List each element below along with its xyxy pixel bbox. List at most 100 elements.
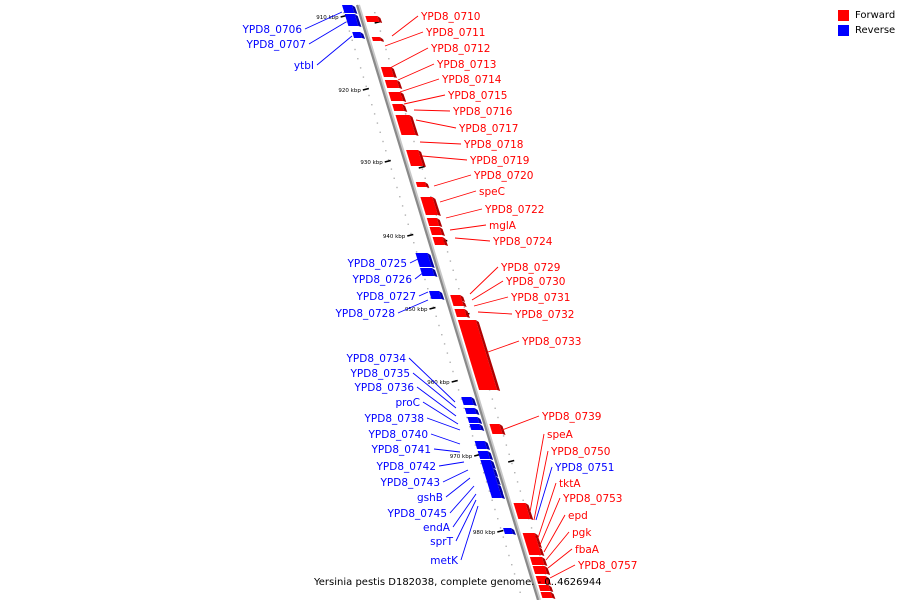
minor-tick xyxy=(474,444,477,446)
forward-gene-label-leader xyxy=(419,141,462,145)
reverse-gene-label: YPD8_0725 xyxy=(347,258,407,270)
minor-tick xyxy=(516,582,519,584)
forward-gene-label-leader xyxy=(533,450,549,521)
minor-tick xyxy=(505,545,507,547)
reverse-gene-label: YPD8_0727 xyxy=(356,291,416,303)
forward-gene-block-shade xyxy=(442,237,449,246)
minor-tick xyxy=(387,159,390,161)
scale-tick xyxy=(508,459,515,463)
minor-tick xyxy=(374,12,376,14)
reverse-gene-block xyxy=(415,253,432,267)
reverse-gene-label: YPD8_0707 xyxy=(246,39,306,51)
forward-gene-label: YPD8_0718 xyxy=(463,139,523,151)
forward-gene-label: YPD8_0724 xyxy=(492,236,553,248)
forward-gene-label: YPD8_0716 xyxy=(452,106,513,118)
minor-tick xyxy=(508,453,510,455)
forward-gene-block-shade xyxy=(545,576,552,585)
minor-tick xyxy=(385,48,387,51)
forward-gene-block-shade xyxy=(436,218,443,227)
forward-gene-label-leader xyxy=(547,548,573,569)
forward-gene-block-shade xyxy=(439,227,445,236)
reverse-gene-label: YPD8_0743 xyxy=(380,477,440,489)
scale-label: 950 kbp xyxy=(405,307,428,313)
minor-tick xyxy=(435,214,438,216)
minor-tick xyxy=(511,462,513,465)
minor-tick xyxy=(463,306,466,308)
minor-tick xyxy=(457,389,460,391)
minor-tick xyxy=(351,39,353,41)
reverse-gene-label-leader xyxy=(449,485,475,514)
minor-tick xyxy=(446,352,449,354)
forward-gene-block xyxy=(522,533,539,547)
reverse-gene-block xyxy=(485,476,498,484)
reverse-gene-label: YPD8_0741 xyxy=(371,444,431,456)
forward-gene-label: YPD8_0710 xyxy=(420,11,480,23)
minor-tick xyxy=(362,76,365,78)
minor-tick xyxy=(396,186,398,189)
minor-tick xyxy=(421,168,424,170)
reverse-gene-block xyxy=(487,484,501,492)
forward-gene-label: YPD8_0719 xyxy=(469,155,529,167)
scale-label: 960 kbp xyxy=(427,380,450,386)
minor-tick xyxy=(508,554,510,557)
minor-tick xyxy=(388,58,390,60)
forward-gene-block xyxy=(371,37,381,41)
minor-tick xyxy=(348,30,351,32)
reverse-gene-block xyxy=(461,397,474,405)
forward-gene-label-leader xyxy=(439,190,477,203)
minor-tick xyxy=(401,205,404,207)
reverse-gene-block xyxy=(420,268,435,276)
reverse-gene-label-leader xyxy=(455,499,477,542)
reverse-gene-label-leader xyxy=(408,357,456,403)
forward-gene-block-shade xyxy=(377,16,383,23)
minor-tick xyxy=(497,416,499,419)
minor-tick xyxy=(385,150,387,152)
minor-tick xyxy=(522,499,524,501)
minor-tick xyxy=(499,527,502,529)
minor-tick xyxy=(491,398,494,400)
forward-gene-label: YPD8_0757 xyxy=(577,560,637,572)
forward-gene-block xyxy=(452,301,464,306)
forward-gene-block-shade xyxy=(424,182,430,188)
forward-gene-block xyxy=(415,182,427,187)
forward-gene-label-leader xyxy=(384,31,424,47)
forward-gene-label-leader xyxy=(391,15,419,37)
forward-gene-block-shade xyxy=(464,309,470,318)
minor-tick xyxy=(513,573,516,575)
forward-gene-block xyxy=(395,115,416,135)
forward-swatch xyxy=(838,10,849,21)
legend-forward-label: Forward xyxy=(855,10,896,21)
minor-tick xyxy=(354,48,356,51)
minor-tick xyxy=(343,12,345,14)
forward-gene-block-shade xyxy=(460,295,466,302)
forward-gene-block xyxy=(513,503,531,519)
reverse-gene-label-leader xyxy=(397,299,429,314)
reverse-gene-label-leader xyxy=(426,417,461,431)
forward-gene-label-leader xyxy=(473,296,509,307)
minor-tick xyxy=(399,196,401,198)
minor-tick xyxy=(424,177,426,179)
forward-gene-block-shade xyxy=(550,592,556,599)
reverse-gene-label: YPD8_0751 xyxy=(554,462,614,474)
reverse-gene-block-shade xyxy=(490,460,496,469)
scale-tick xyxy=(418,165,425,169)
forward-gene-block xyxy=(526,547,542,555)
reverse-gene-label-leader xyxy=(304,11,343,30)
forward-gene-label-leader xyxy=(413,109,451,112)
reverse-gene-block-shade xyxy=(477,417,483,424)
reverse-gene-label: endA xyxy=(423,522,451,534)
reverse-gene-block xyxy=(342,5,355,13)
minor-tick xyxy=(452,269,454,271)
reverse-gene-label: sprT xyxy=(430,536,453,548)
minor-tick xyxy=(371,104,373,106)
minor-tick xyxy=(452,370,454,373)
forward-gene-label: YPD8_0729 xyxy=(500,262,560,274)
reverse-gene-label: gshB xyxy=(417,492,443,504)
forward-gene-label-leader xyxy=(449,224,487,231)
minor-tick xyxy=(438,324,440,327)
minor-tick xyxy=(415,251,418,253)
forward-gene-block xyxy=(429,227,442,235)
reverse-gene-block-shade xyxy=(432,268,438,277)
forward-gene-block xyxy=(365,16,380,22)
